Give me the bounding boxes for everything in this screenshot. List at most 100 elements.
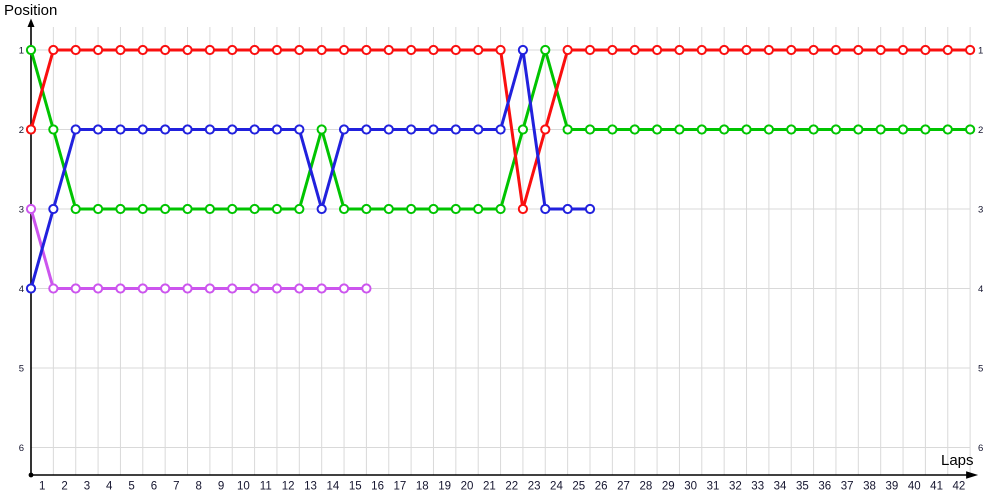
series-red-marker — [562, 44, 573, 56]
series-blue-marker — [450, 124, 461, 135]
x-tick-label: 17 — [394, 481, 407, 493]
series-red-marker — [92, 44, 104, 56]
series-magenta-line — [29, 207, 368, 290]
y-axis-arrow-icon — [27, 18, 35, 27]
series-blue-marker — [473, 124, 484, 135]
series-green-marker — [204, 203, 215, 215]
x-tick-label: 21 — [483, 481, 496, 493]
x-tick-label: 10 — [237, 481, 250, 493]
series-green-marker — [249, 203, 260, 215]
series-green-marker — [92, 203, 104, 215]
x-gridlines — [52, 27, 971, 475]
x-tick-label: 39 — [885, 481, 898, 493]
x-tick-label: 20 — [461, 481, 474, 493]
series-red-marker — [160, 44, 171, 56]
series-blue-marker — [495, 124, 506, 135]
axis-origin-dot — [28, 472, 34, 478]
series-green-marker — [182, 203, 193, 215]
series-red-marker — [271, 44, 283, 56]
x-tick-label: 24 — [550, 481, 563, 493]
x-axis-arrow-icon — [966, 471, 979, 479]
x-tick-label: 42 — [953, 481, 966, 493]
x-tick-label: 12 — [282, 481, 295, 493]
series-green-marker — [227, 203, 238, 215]
x-tick-label: 32 — [729, 481, 742, 493]
series-magenta-marker — [25, 203, 37, 215]
series-green-marker — [942, 124, 953, 135]
series-magenta-marker — [361, 283, 372, 294]
series-magenta — [25, 203, 372, 294]
x-axis-title: Laps — [941, 452, 974, 469]
series-magenta-marker — [182, 283, 193, 294]
series-blue-marker — [70, 124, 81, 135]
series-blue-marker — [584, 203, 596, 215]
series-red-marker — [48, 44, 59, 56]
x-tick-label: 26 — [595, 481, 608, 493]
series-red-marker — [674, 44, 685, 56]
series-green-marker — [830, 124, 842, 135]
series-magenta-marker — [294, 283, 305, 294]
series-blue-marker — [25, 283, 37, 294]
y-tick-label-left: 6 — [19, 443, 24, 454]
series-magenta-marker — [316, 283, 327, 294]
y-tick-label-right: 2 — [978, 125, 983, 136]
series-magenta-marker — [92, 283, 104, 294]
series-magenta-marker — [227, 283, 238, 294]
series-blue-marker — [249, 124, 260, 135]
x-tick-label: 38 — [863, 481, 876, 493]
series-blue-marker — [517, 44, 529, 56]
x-tick-label: 41 — [930, 481, 943, 493]
series-green-marker — [137, 203, 148, 215]
series-red-marker — [540, 124, 551, 135]
series-green-marker — [853, 124, 864, 135]
series-green-marker — [875, 124, 886, 135]
series-magenta-marker — [271, 283, 283, 294]
series-green — [25, 44, 976, 215]
y-tick-label-right: 4 — [978, 284, 983, 295]
x-tick-label: 2 — [61, 481, 67, 493]
x-tick-label: 29 — [662, 481, 675, 493]
series-red-marker — [853, 44, 864, 56]
series-blue-marker — [160, 124, 171, 135]
series-green-marker — [361, 203, 372, 215]
series-magenta-marker — [338, 283, 350, 294]
series-red-marker — [808, 44, 819, 56]
y-axis-title: Position — [4, 2, 58, 19]
series-red-marker — [204, 44, 215, 56]
x-tick-label: 13 — [304, 481, 317, 493]
y-tick-label-right: 3 — [978, 205, 983, 216]
series-magenta-marker — [115, 283, 126, 294]
x-tick-labels: 1 2 3 4 5 6 7 8 9 10 11 12 13 14 15 16 17 18 19 20 21 22 23 24 2… — [39, 481, 965, 493]
series-blue-marker — [383, 124, 394, 135]
series-green-marker — [473, 203, 484, 215]
series-green-marker — [25, 44, 37, 56]
series-green-marker — [562, 124, 573, 135]
series-green-marker — [584, 124, 596, 135]
x-tick-label: 11 — [260, 481, 272, 493]
series-red-marker — [70, 44, 81, 56]
series-blue — [25, 44, 596, 294]
x-tick-label: 1 — [39, 481, 45, 493]
series-green-marker — [495, 203, 506, 215]
x-tick-label: 33 — [751, 481, 764, 493]
series-green-marker — [517, 124, 529, 135]
x-tick-label: 8 — [195, 481, 201, 493]
y-tick-label-left: 3 — [19, 205, 24, 216]
series-blue-marker — [361, 124, 372, 135]
series-red-marker — [942, 44, 953, 56]
series-green-marker — [741, 124, 752, 135]
series-red-marker — [584, 44, 596, 56]
y-tick-label-right: 1 — [978, 46, 983, 57]
y-tick-label-left: 5 — [19, 364, 24, 375]
series-green-marker — [383, 203, 394, 215]
series-red-marker — [629, 44, 640, 56]
series-blue-marker — [294, 124, 305, 135]
series-blue-marker — [227, 124, 238, 135]
series-red-marker — [830, 44, 842, 56]
x-tick-label: 18 — [416, 481, 429, 493]
series-green-marker — [920, 124, 931, 135]
series-green-marker — [897, 124, 909, 135]
y-tick-labels-right: 1 2 3 4 5 6 — [978, 46, 983, 455]
series-green-marker — [406, 203, 417, 215]
